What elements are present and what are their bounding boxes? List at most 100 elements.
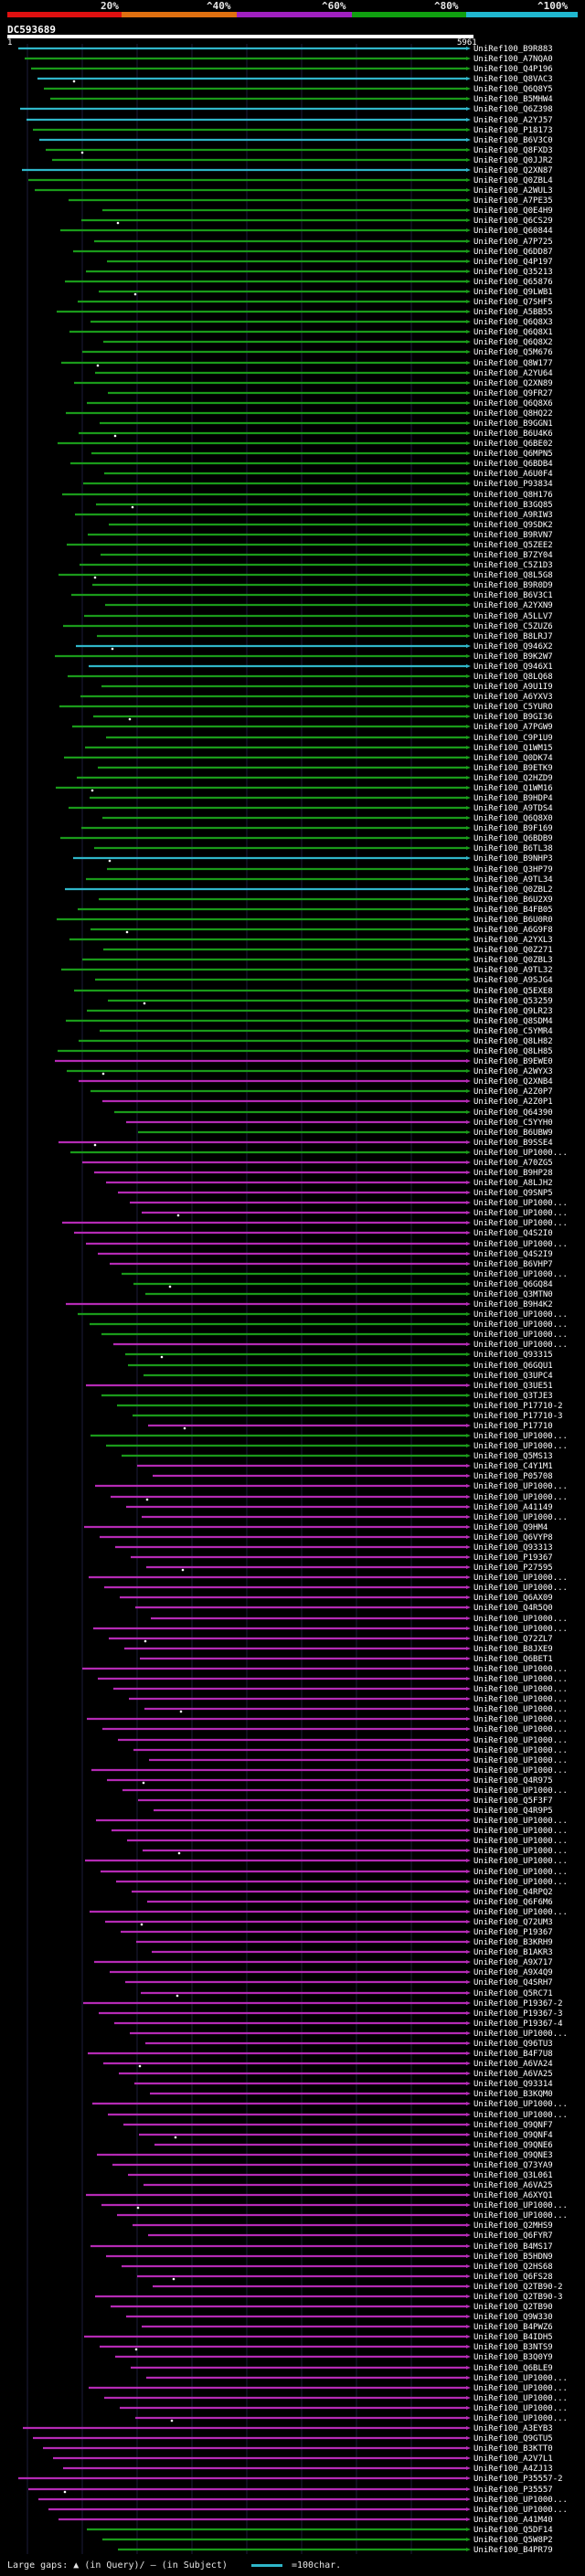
hit-label[interactable]: UniRef100_Q2MHS9 xyxy=(473,2221,553,2231)
hit-label[interactable]: UniRef100_Q4SRH7 xyxy=(473,1978,553,1988)
hit-label[interactable]: UniRef100_P17710-2 xyxy=(473,1402,563,1411)
hit-label[interactable]: UniRef100_UP1000... xyxy=(473,1725,568,1734)
hit-label[interactable]: UniRef100_UP1000... xyxy=(473,1341,568,1350)
hit-label[interactable]: UniRef100_Q8H176 xyxy=(473,491,553,500)
hit-label[interactable]: UniRef100_B4F7U8 xyxy=(473,2050,553,2059)
hit-label[interactable]: UniRef100_A2YXN9 xyxy=(473,601,553,610)
hit-label[interactable]: UniRef100_B9F169 xyxy=(473,824,553,833)
hit-label[interactable]: UniRef100_Q3MTN0 xyxy=(473,1290,553,1299)
hit-label[interactable]: UniRef100_Q93315 xyxy=(473,1351,553,1360)
hit-label[interactable]: UniRef100_B4PR79 xyxy=(473,2546,553,2555)
hit-label[interactable]: UniRef100_Q72ZL7 xyxy=(473,1635,553,1644)
hit-label[interactable]: UniRef100_B4MS17 xyxy=(473,2242,553,2252)
hit-label[interactable]: UniRef100_UP1000... xyxy=(473,1756,568,1765)
hit-label[interactable]: UniRef100_UP1000... xyxy=(473,1482,568,1491)
hit-label[interactable]: UniRef100_UP1000... xyxy=(473,1330,568,1340)
hit-label[interactable]: UniRef100_UP1000... xyxy=(473,1270,568,1279)
hit-label[interactable]: UniRef100_B5HDN9 xyxy=(473,2253,553,2262)
hit-label[interactable]: UniRef100_Q6FYR7 xyxy=(473,2231,553,2241)
hit-label[interactable]: UniRef100_C5YMR4 xyxy=(473,1027,553,1036)
hit-label[interactable]: UniRef100_Q6Q8X3 xyxy=(473,318,553,327)
hit-label[interactable]: UniRef100_Q0ZBL2 xyxy=(473,885,553,895)
hit-label[interactable]: UniRef100_B9RVN7 xyxy=(473,531,553,540)
hit-label[interactable]: UniRef100_Q8VAC3 xyxy=(473,75,553,84)
hit-label[interactable]: UniRef100_Q4R5Q0 xyxy=(473,1604,553,1613)
hit-label[interactable]: UniRef100_A7NQA0 xyxy=(473,55,553,64)
hit-label[interactable]: UniRef100_UP1000... xyxy=(473,1665,568,1674)
hit-label[interactable]: UniRef100_Q96TU3 xyxy=(473,2040,553,2049)
hit-label[interactable]: UniRef100_B6U2X9 xyxy=(473,896,553,905)
hit-label[interactable]: UniRef100_Q6Q8X1 xyxy=(473,328,553,337)
hit-label[interactable]: UniRef100_A6YXV3 xyxy=(473,693,553,702)
hit-label[interactable]: UniRef100_B6U0R0 xyxy=(473,916,553,925)
hit-label[interactable]: UniRef100_UP1000... xyxy=(473,2414,568,2423)
hit-label[interactable]: UniRef100_B9HP28 xyxy=(473,1169,553,1178)
hit-label[interactable]: UniRef100_Q6FS28 xyxy=(473,2273,553,2282)
hit-label[interactable]: UniRef100_B6V3C1 xyxy=(473,591,553,600)
hit-label[interactable]: UniRef100_UP1000... xyxy=(473,2201,568,2210)
hit-label[interactable]: UniRef100_Q5ZEE2 xyxy=(473,541,553,550)
hit-label[interactable]: UniRef100_B5MHW4 xyxy=(473,95,553,104)
hit-label[interactable]: UniRef100_Q8W177 xyxy=(473,359,553,368)
hit-label[interactable]: UniRef100_Q2HS68 xyxy=(473,2263,553,2272)
hit-label[interactable]: UniRef100_UP1000... xyxy=(473,1199,568,1208)
hit-label[interactable]: UniRef100_Q1WM16 xyxy=(473,784,553,793)
hit-label[interactable]: UniRef100_Q5MS13 xyxy=(473,1452,553,1461)
hit-label[interactable]: UniRef100_Q3UE51 xyxy=(473,1382,553,1391)
hit-label[interactable]: UniRef100_UP1000... xyxy=(473,2404,568,2413)
hit-label[interactable]: UniRef100_B1AKR3 xyxy=(473,1948,553,1957)
hit-label[interactable]: UniRef100_UP1000... xyxy=(473,2384,568,2393)
hit-label[interactable]: UniRef100_A9TL32 xyxy=(473,966,553,975)
hit-label[interactable]: UniRef100_UP1000... xyxy=(473,1513,568,1522)
hit-label[interactable]: UniRef100_Q6AX09 xyxy=(473,1594,553,1603)
hit-label[interactable]: UniRef100_Q3TJE3 xyxy=(473,1392,553,1401)
hit-label[interactable]: UniRef100_Q5EXE8 xyxy=(473,987,553,996)
hit-label[interactable]: UniRef100_A9X4Q9 xyxy=(473,1968,553,1977)
hit-label[interactable]: UniRef100_B3KQM0 xyxy=(473,2090,553,2099)
hit-label[interactable]: UniRef100_Q4R975 xyxy=(473,1776,553,1786)
hit-label[interactable]: UniRef100_Q946X2 xyxy=(473,642,553,652)
hit-label[interactable]: UniRef100_B8JXE9 xyxy=(473,1645,553,1654)
hit-label[interactable]: UniRef100_A8LJH2 xyxy=(473,1179,553,1188)
hit-label[interactable]: UniRef100_Q2XNB4 xyxy=(473,1077,553,1087)
hit-label[interactable]: UniRef100_P18173 xyxy=(473,126,553,135)
hit-label[interactable]: UniRef100_Q2TB90-3 xyxy=(473,2293,563,2302)
hit-label[interactable]: UniRef100_Q5W8P2 xyxy=(473,2536,553,2545)
hit-label[interactable]: UniRef100_Q8FXD3 xyxy=(473,146,553,155)
hit-label[interactable]: UniRef100_A2YJ57 xyxy=(473,116,553,125)
hit-label[interactable]: UniRef100_A4ZJ13 xyxy=(473,2465,553,2474)
hit-label[interactable]: UniRef100_A2Z0P7 xyxy=(473,1087,553,1097)
hit-label[interactable]: UniRef100_C5ZUZ6 xyxy=(473,622,553,631)
hit-label[interactable]: UniRef100_A7PGW9 xyxy=(473,723,553,732)
hit-label[interactable]: UniRef100_Q8HQ22 xyxy=(473,409,553,419)
hit-label[interactable]: UniRef100_Q9W330 xyxy=(473,2313,553,2322)
hit-label[interactable]: UniRef100_UP1000... xyxy=(473,1685,568,1694)
hit-label[interactable]: UniRef100_A6VA25 xyxy=(473,2181,553,2190)
hit-label[interactable]: UniRef100_Q8SDM4 xyxy=(473,1017,553,1026)
hit-label[interactable]: UniRef100_B6V3C0 xyxy=(473,136,553,145)
hit-label[interactable]: UniRef100_Q3L061 xyxy=(473,2171,553,2180)
hit-label[interactable]: UniRef100_A9TDS4 xyxy=(473,804,553,813)
hit-label[interactable]: UniRef100_P19367 xyxy=(473,1928,553,1937)
hit-label[interactable]: UniRef100_Q5RC71 xyxy=(473,1989,553,1998)
hit-label[interactable]: UniRef100_A9U1I9 xyxy=(473,683,553,692)
hit-label[interactable]: UniRef100_Q2TB90-2 xyxy=(473,2283,563,2292)
hit-label[interactable]: UniRef100_A6G9F8 xyxy=(473,926,553,935)
hit-label[interactable]: UniRef100_UP1000... xyxy=(473,2111,568,2120)
hit-label[interactable]: UniRef100_A2WUL3 xyxy=(473,186,553,196)
hit-label[interactable]: UniRef100_Q3UPC4 xyxy=(473,1372,553,1381)
hit-label[interactable]: UniRef100_P19367-3 xyxy=(473,2009,563,2019)
hit-label[interactable]: UniRef100_A2YXL3 xyxy=(473,936,553,945)
hit-label[interactable]: UniRef100_UP1000... xyxy=(473,1837,568,1846)
hit-label[interactable]: UniRef100_C5YYH0 xyxy=(473,1118,553,1128)
hit-label[interactable]: UniRef100_Q5M676 xyxy=(473,348,553,357)
hit-label[interactable]: UniRef100_P19367 xyxy=(473,1553,553,1563)
hit-label[interactable]: UniRef100_A2YU64 xyxy=(473,369,553,378)
hit-label[interactable]: UniRef100_Q9LR23 xyxy=(473,1007,553,1016)
hit-label[interactable]: UniRef100_Q0ZBL4 xyxy=(473,176,553,186)
hit-label[interactable]: UniRef100_Q4P196 xyxy=(473,65,553,74)
hit-label[interactable]: UniRef100_UP1000... xyxy=(473,1857,568,1866)
hit-label[interactable]: UniRef100_A41149 xyxy=(473,1503,553,1512)
hit-label[interactable]: UniRef100_Q5DF14 xyxy=(473,2526,553,2535)
hit-label[interactable]: UniRef100_UP1000... xyxy=(473,2506,568,2515)
